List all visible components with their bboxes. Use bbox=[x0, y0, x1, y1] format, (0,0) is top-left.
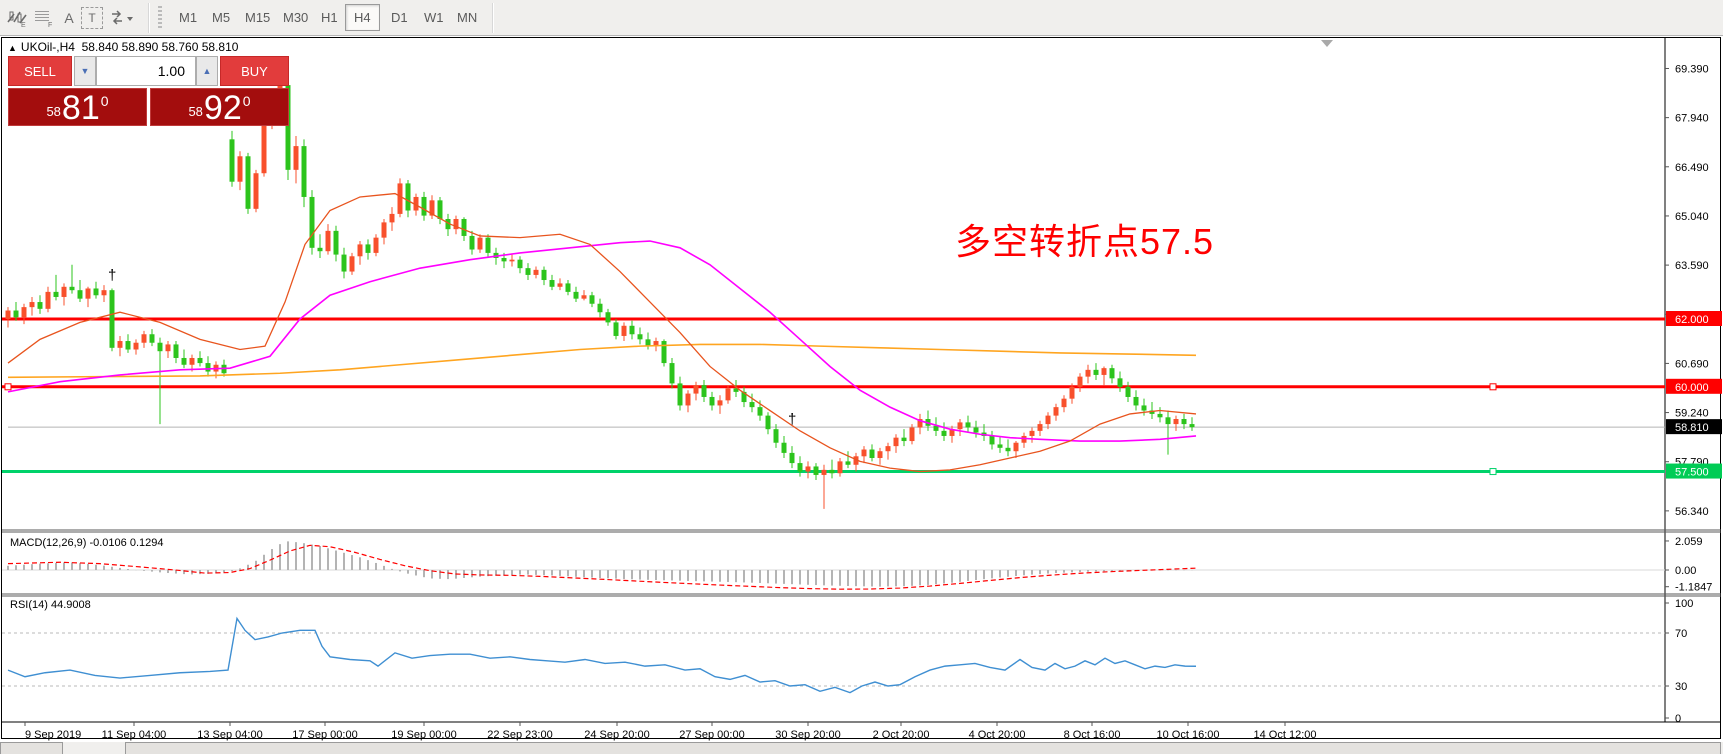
date-label: 4 Oct 20:00 bbox=[969, 729, 1026, 741]
bottom-panel[interactable] bbox=[125, 742, 1721, 754]
line-anchor-marker[interactable] bbox=[1489, 468, 1497, 476]
price-badge-label: 57.500 bbox=[1675, 467, 1709, 479]
tf-button-h4[interactable]: H4 bbox=[345, 4, 380, 31]
price-tick-label: 63.590 bbox=[1675, 260, 1709, 272]
price-tick-label: 67.940 bbox=[1675, 113, 1709, 125]
sell-price-handle: 58 bbox=[46, 104, 61, 119]
sell-price-main: 81 bbox=[61, 89, 100, 127]
rsi-indicator-label: RSI(14) 44.9008 bbox=[10, 599, 91, 611]
tf-button-d1[interactable]: D1 bbox=[391, 10, 408, 25]
chart-window: 69.39067.94066.49065.04063.59062.14060.6… bbox=[0, 37, 1723, 741]
date-label: 24 Sep 20:00 bbox=[584, 729, 649, 741]
price-tick-label: 59.240 bbox=[1675, 408, 1709, 420]
rsi-tick-label: 0 bbox=[1675, 713, 1681, 725]
current-price-badge bbox=[1666, 419, 1722, 435]
date-label: 10 Oct 16:00 bbox=[1157, 729, 1220, 741]
volume-down-button[interactable]: ▼ bbox=[74, 56, 96, 86]
collapse-triangle-icon[interactable]: ▲ bbox=[8, 43, 17, 53]
tf-button-h1[interactable]: H1 bbox=[321, 10, 338, 25]
buy-price-display[interactable]: 58 92 0 bbox=[150, 88, 289, 126]
buy-price-pip: 0 bbox=[242, 93, 251, 109]
price-badge bbox=[1666, 378, 1722, 394]
toolbar-separator bbox=[148, 3, 150, 33]
date-label: 13 Sep 04:00 bbox=[197, 729, 262, 741]
indicators-grid-icon[interactable]: F bbox=[31, 5, 57, 31]
date-label: 27 Sep 00:00 bbox=[679, 729, 744, 741]
chart-text-annotation[interactable]: 多空转折点57.5 bbox=[955, 221, 1215, 262]
bottom-tab-strip bbox=[0, 742, 1723, 754]
one-click-trade-panel: SELL ▼ 1.00 ▲ BUY 58 81 0 58 92 0 bbox=[8, 56, 289, 126]
date-label: 2 Oct 20:00 bbox=[873, 729, 930, 741]
tf-button-m5[interactable]: M5 bbox=[212, 10, 231, 25]
sell-price-pip: 0 bbox=[100, 93, 109, 109]
line-anchor-marker[interactable] bbox=[4, 383, 12, 391]
date-label: 30 Sep 20:00 bbox=[775, 729, 840, 741]
bottom-tab[interactable] bbox=[0, 742, 63, 754]
dagger-marker: † bbox=[788, 411, 796, 428]
chart-canvas[interactable]: 69.39067.94066.49065.04063.59062.14060.6… bbox=[0, 37, 1723, 741]
tf-button-m15[interactable]: M15 bbox=[245, 10, 271, 25]
text-label-icon[interactable]: A bbox=[64, 10, 74, 26]
main-toolbar: E F A T M1 M5 M15 M30 H1 H4 D1 W1 MN bbox=[0, 0, 1723, 36]
price-tick-label: 69.390 bbox=[1675, 63, 1709, 75]
price-tick-label: 56.340 bbox=[1675, 506, 1709, 518]
price-badge-label: 62.000 bbox=[1675, 314, 1709, 326]
macd-tick-label: -1.1847 bbox=[1675, 582, 1712, 594]
ma-fast-line bbox=[7, 192, 1197, 473]
macd-signal-line bbox=[7, 544, 1197, 590]
date-label: 8 Oct 16:00 bbox=[1064, 729, 1121, 741]
price-tick-label: 66.490 bbox=[1675, 162, 1709, 174]
current-price-badge-label: 58.810 bbox=[1675, 422, 1709, 434]
tf-button-w1[interactable]: W1 bbox=[424, 10, 444, 25]
tf-button-m30[interactable]: M30 bbox=[283, 10, 309, 25]
rsi-tick-label: 70 bbox=[1675, 628, 1687, 640]
date-label: 19 Sep 00:00 bbox=[391, 729, 456, 741]
cursor-arrows-icon[interactable] bbox=[109, 5, 135, 31]
svg-text:E: E bbox=[21, 22, 26, 28]
svg-text:F: F bbox=[48, 22, 52, 28]
price-tick-label: 65.040 bbox=[1675, 211, 1709, 223]
macd-indicator-label: MACD(12,26,9) -0.0106 0.1294 bbox=[10, 537, 164, 549]
volume-up-button[interactable]: ▲ bbox=[196, 56, 218, 86]
dagger-marker: † bbox=[108, 267, 116, 284]
toolbar-grip[interactable] bbox=[158, 6, 162, 30]
macd-histogram bbox=[7, 541, 1193, 587]
macd-tick-label: 2.059 bbox=[1675, 536, 1703, 548]
date-label: 17 Sep 00:00 bbox=[292, 729, 357, 741]
ma-medium-line bbox=[7, 240, 1197, 442]
buy-button[interactable]: BUY bbox=[220, 56, 289, 86]
candlestick-series bbox=[5, 68, 1195, 509]
sell-button[interactable]: SELL bbox=[8, 56, 72, 86]
date-label: 22 Sep 23:00 bbox=[487, 729, 552, 741]
tf-button-m1[interactable]: M1 bbox=[179, 10, 198, 25]
date-label: 11 Sep 04:00 bbox=[102, 729, 167, 741]
rsi-tick-label: 100 bbox=[1675, 598, 1693, 610]
ohlc-values: 58.840 58.890 58.760 58.810 bbox=[81, 40, 239, 54]
volume-input[interactable]: 1.00 bbox=[96, 56, 196, 86]
rsi-line bbox=[7, 616, 1197, 694]
ma-slow-line bbox=[7, 343, 1197, 379]
price-badge-label: 60.000 bbox=[1675, 382, 1709, 394]
date-label: 9 Sep 2019 bbox=[25, 729, 81, 741]
symbol-title: UKOil-,H4 bbox=[20, 40, 75, 54]
price-badge bbox=[1666, 463, 1722, 479]
toolbar-separator bbox=[492, 3, 494, 33]
chart-shift-marker[interactable] bbox=[1321, 40, 1333, 47]
macd-tick-label: 0.00 bbox=[1675, 565, 1696, 577]
tf-button-mn[interactable]: MN bbox=[457, 10, 478, 25]
sell-price-display[interactable]: 58 81 0 bbox=[8, 88, 147, 126]
price-tick-label: 60.690 bbox=[1675, 358, 1709, 370]
chart-window-icon[interactable]: E bbox=[4, 5, 30, 31]
quote-header: ▲ UKOil-,H4 58.840 58.890 58.760 58.810 bbox=[8, 40, 238, 54]
buy-price-handle: 58 bbox=[188, 104, 203, 119]
rsi-tick-label: 30 bbox=[1675, 681, 1687, 693]
buy-price-main: 92 bbox=[203, 89, 242, 127]
date-label: 14 Oct 12:00 bbox=[1254, 729, 1317, 741]
price-badge bbox=[1666, 311, 1722, 326]
text-box-icon[interactable]: T bbox=[81, 7, 103, 29]
line-anchor-marker[interactable] bbox=[1489, 383, 1497, 391]
